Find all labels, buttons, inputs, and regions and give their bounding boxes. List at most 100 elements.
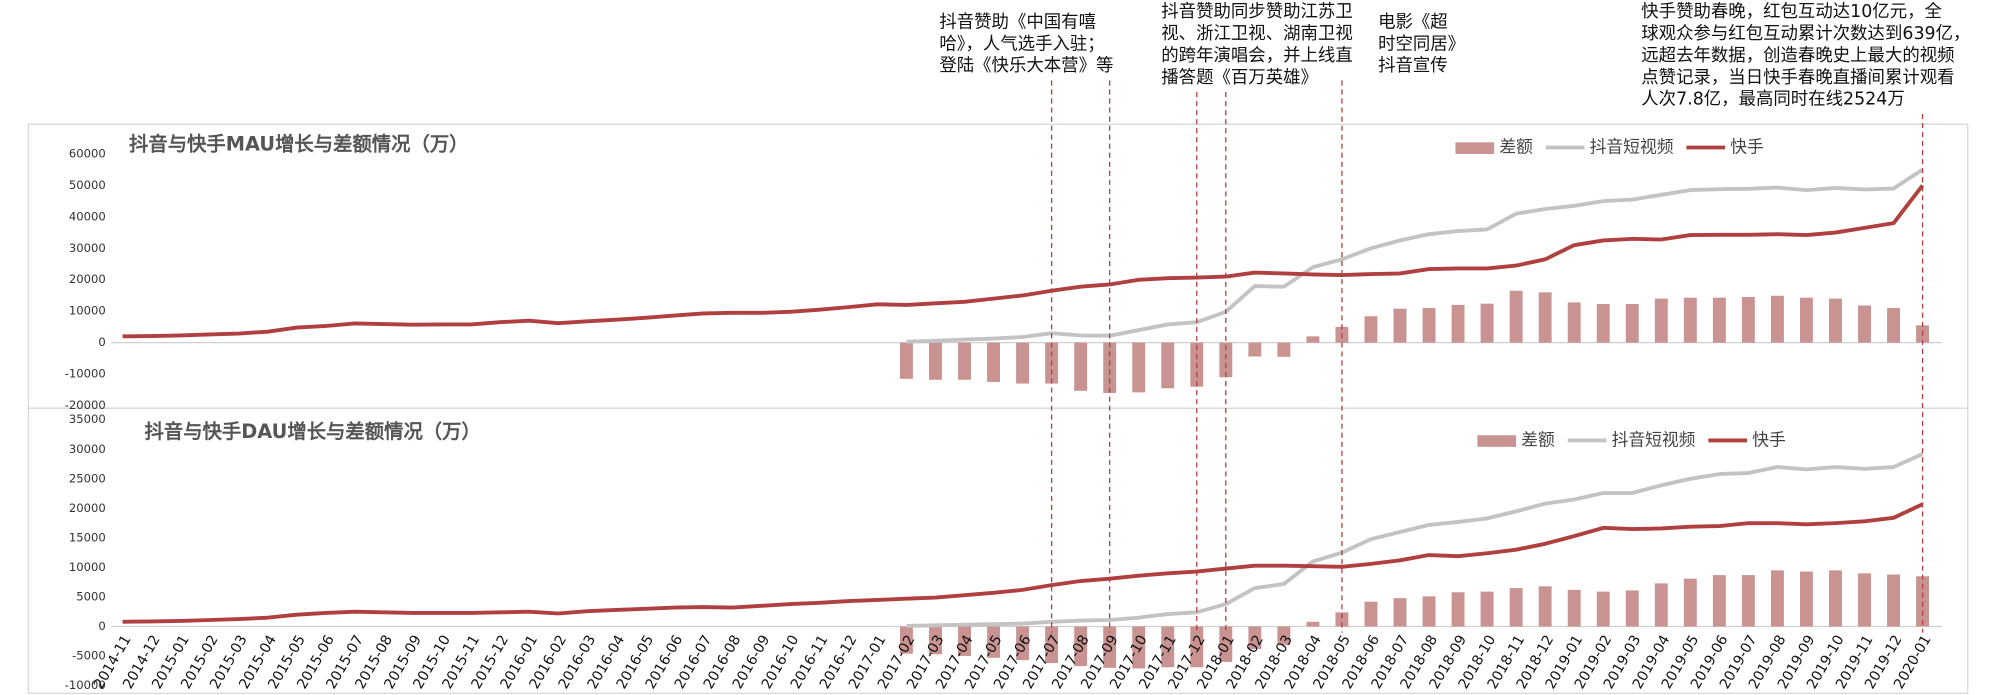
- bar: [1858, 573, 1871, 627]
- bar: [1538, 292, 1552, 343]
- bar: [1103, 626, 1117, 668]
- legend-label: 差额: [1499, 137, 1533, 157]
- y-tick-label: 0: [98, 335, 105, 349]
- bar: [929, 626, 942, 655]
- y-tick-label: 30000: [69, 241, 106, 255]
- bar: [987, 626, 1000, 658]
- y-tick-label: 40000: [69, 209, 106, 223]
- annotation-text: 电影《超: [1378, 12, 1448, 32]
- bar: [1741, 575, 1755, 627]
- line: [122, 184, 1925, 339]
- y-tick-label: -5000: [72, 649, 106, 663]
- bar: [1277, 626, 1291, 645]
- bar: [1916, 576, 1930, 627]
- bar: [1364, 601, 1378, 627]
- y-tick-label: 25000: [69, 471, 106, 485]
- legend-swatch: [1455, 142, 1495, 154]
- bar: [1829, 298, 1842, 343]
- bar: [1190, 626, 1204, 668]
- bar: [1567, 589, 1581, 627]
- bar: [1654, 583, 1668, 627]
- y-tick-label: 15000: [69, 530, 106, 544]
- bar: [929, 342, 942, 380]
- y-tick-label: 50000: [69, 178, 106, 192]
- bar: [1016, 342, 1030, 384]
- bar: [1364, 316, 1378, 343]
- bar: [1422, 308, 1436, 343]
- bar: [1887, 308, 1900, 343]
- bar: [987, 342, 1000, 382]
- y-tick-label: 30000: [69, 442, 106, 456]
- y-tick-label: 20000: [69, 501, 106, 515]
- y-tick-label: 10000: [69, 560, 106, 574]
- y-tick-label: 35000: [69, 412, 106, 426]
- bar: [1306, 621, 1320, 627]
- bar: [1451, 304, 1465, 343]
- annotation-text: 抖音赞助《中国有嘻: [939, 12, 1096, 32]
- annotation-text: 远超去年数据，创造春晚史上最大的视频: [1641, 46, 1954, 66]
- chart-title: 抖音与快手MAU增长与差额情况（万）: [129, 132, 469, 155]
- bar: [1277, 342, 1291, 357]
- bar: [1596, 591, 1610, 627]
- bar: [1509, 588, 1523, 627]
- annotation-text: 人次7.8亿，最高同时在线2524万: [1641, 90, 1904, 110]
- annotation-text: 时空同居》: [1378, 34, 1465, 54]
- y-tick-label: 5000: [76, 589, 106, 603]
- bar: [1683, 578, 1697, 627]
- bar: [1306, 336, 1320, 343]
- bar: [1451, 592, 1465, 627]
- annotation-text: 播答题《百万英雄》: [1161, 68, 1318, 88]
- legend-swatch: [1477, 435, 1517, 447]
- y-tick-label: 10000: [69, 304, 106, 318]
- bar: [1509, 290, 1523, 343]
- bar: [1045, 626, 1059, 664]
- legend-label: 抖音短视频: [1612, 429, 1696, 449]
- annotation-text: 抖音宣传: [1378, 56, 1448, 76]
- line: [906, 452, 1924, 628]
- bar: [1567, 302, 1581, 343]
- legend-label: 抖音短视频: [1590, 137, 1674, 157]
- bar: [1248, 342, 1262, 357]
- bar: [1074, 626, 1088, 667]
- annotation-text: 抖音赞助同步赞助江苏卫: [1161, 2, 1352, 22]
- bar: [958, 626, 971, 657]
- legend-label: 快手: [1730, 137, 1764, 157]
- legend-label: 差额: [1521, 429, 1555, 449]
- bar: [1538, 586, 1552, 627]
- legend-label: 快手: [1752, 429, 1786, 449]
- bar: [1480, 303, 1494, 343]
- y-tick-label: -20000: [65, 398, 106, 412]
- bar: [1712, 297, 1726, 343]
- bar: [1161, 342, 1175, 389]
- bar: [958, 342, 971, 380]
- bar: [900, 626, 913, 654]
- annotation-text: 哈》，人气选手入驻；: [939, 34, 1104, 54]
- bar: [1654, 298, 1668, 343]
- bar: [1858, 305, 1871, 343]
- bar: [1712, 575, 1726, 627]
- bar: [1219, 626, 1233, 662]
- bar: [1335, 612, 1349, 627]
- bar: [1625, 303, 1639, 343]
- bar: [1770, 570, 1784, 627]
- annotation-text: 的跨年演唱会，并上线直: [1161, 46, 1352, 66]
- bar: [1393, 598, 1407, 627]
- bar: [1800, 571, 1813, 627]
- bar: [1219, 342, 1233, 378]
- bar: [1829, 570, 1842, 627]
- annotation-text: 球观众参与红包互动累计次数达到639亿，: [1641, 24, 1970, 44]
- bar: [900, 342, 913, 379]
- bar: [1132, 342, 1146, 393]
- bar: [1103, 342, 1117, 393]
- annotation-text: 快手赞助春晚，红包互动达10亿元，全: [1641, 2, 1942, 22]
- annotation-text: 视、浙江卫视、湖南卫视: [1161, 24, 1352, 44]
- bar: [1422, 596, 1436, 627]
- bar: [1393, 308, 1407, 343]
- line: [906, 168, 1924, 344]
- line: [122, 502, 1924, 624]
- bar: [1074, 342, 1088, 391]
- bar: [1770, 295, 1784, 343]
- y-tick-label: 20000: [69, 272, 106, 286]
- y-tick-label: 60000: [69, 146, 106, 160]
